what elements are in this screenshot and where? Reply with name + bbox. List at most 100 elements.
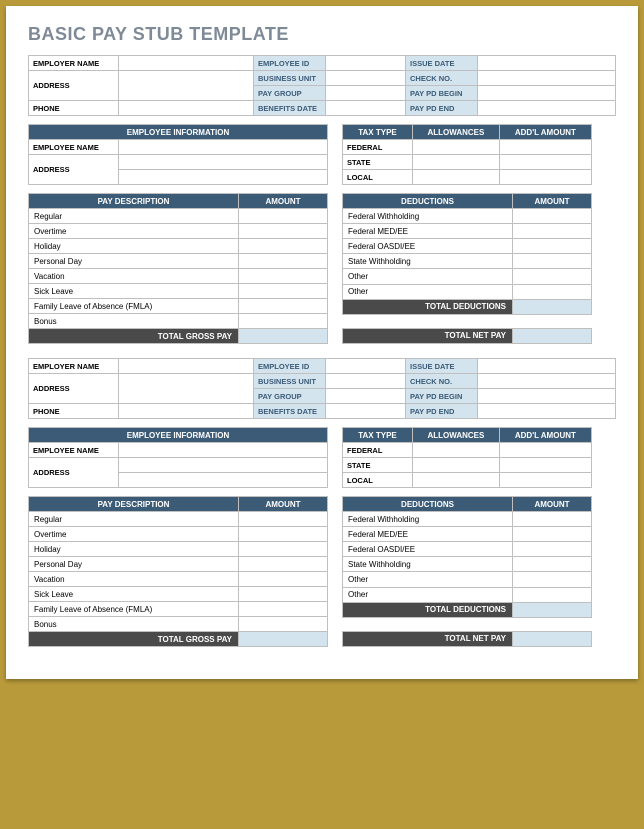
paygroup-value [326,389,406,404]
ded-row: Other [343,587,513,602]
ded-row: Other [343,269,513,284]
benefits-date-label: BENEFITS DATE [254,101,326,116]
ded-row: State Withholding [343,254,513,269]
tax-type-header: TAX TYPE [343,428,413,443]
pay-val [239,284,328,299]
paypd-end-label: PAY PD END [406,101,478,116]
paygroup-label: PAY GROUP [254,389,326,404]
emp-address-value-2 [119,473,328,488]
benefits-date-value [326,101,406,116]
ded-row: Federal MED/EE [343,224,513,239]
employer-name-value [119,359,254,374]
pay-description-table: PAY DESCRIPTION AMOUNT Regular Overtime … [28,193,328,344]
employee-id-label: EMPLOYEE ID [254,56,326,71]
pay-val [239,209,328,224]
tax-federal-addl [499,140,591,155]
pay-row: Holiday [29,542,239,557]
paypd-begin-label: PAY PD BEGIN [406,389,478,404]
deductions-header: DEDUCTIONS [343,194,513,209]
ded-val [513,224,592,239]
pay-row: Holiday [29,239,239,254]
emp-address-value-2 [119,170,328,185]
deductions-amount-header: AMOUNT [513,497,592,512]
pay-description-table-2: PAY DESCRIPTION AMOUNT Regular Overtime … [28,496,328,647]
pay-row: Personal Day [29,557,239,572]
business-unit-value [326,71,406,86]
paypd-begin-value [478,389,616,404]
deductions-header: DEDUCTIONS [343,497,513,512]
pay-row: Family Leave of Absence (FMLA) [29,602,239,617]
issue-date-label: ISSUE DATE [406,56,478,71]
tax-state-addl [499,155,591,170]
ded-row: Federal OASDI/EE [343,542,513,557]
issue-date-label: ISSUE DATE [406,359,478,374]
pay-val [239,269,328,284]
total-gross-label: TOTAL GROSS PAY [29,632,239,647]
deductions-table-2: DEDUCTIONS AMOUNT Federal Withholding Fe… [342,496,592,647]
phone-label: PHONE [29,101,119,116]
allowances-header: ALLOWANCES [413,125,500,140]
employer-name-value [119,56,254,71]
check-no-value [478,374,616,389]
phone-label: PHONE [29,404,119,419]
total-net-label: TOTAL NET PAY [343,328,513,343]
paydesc-header: PAY DESCRIPTION [29,194,239,209]
ded-val [513,239,592,254]
emp-info-header: EMPLOYEE INFORMATION [29,428,328,443]
ded-row: Federal Withholding [343,512,513,527]
address-value [119,374,254,404]
pay-row: Family Leave of Absence (FMLA) [29,299,239,314]
ded-row: Federal OASDI/EE [343,239,513,254]
addl-amount-header: ADD'L AMOUNT [499,125,591,140]
page-title: BASIC PAY STUB TEMPLATE [28,24,616,45]
pay-val [239,224,328,239]
employee-info-table: EMPLOYEE INFORMATION EMPLOYEE NAME ADDRE… [28,124,328,185]
ded-val [513,254,592,269]
emp-name-value [119,443,328,458]
check-no-label: CHECK NO. [406,71,478,86]
employee-info-table-2: EMPLOYEE INFORMATION EMPLOYEE NAME ADDRE… [28,427,328,488]
tax-state-label: STATE [343,458,413,473]
emp-name-value [119,140,328,155]
emp-address-value-1 [119,155,328,170]
pay-row: Overtime [29,527,239,542]
ded-row: Federal MED/EE [343,527,513,542]
paypd-end-label: PAY PD END [406,404,478,419]
pay-row: Overtime [29,224,239,239]
deductions-amount-header: AMOUNT [513,194,592,209]
emp-name-label: EMPLOYEE NAME [29,443,119,458]
phone-value [119,404,254,419]
pay-row: Sick Leave [29,284,239,299]
emp-address-value-1 [119,458,328,473]
tax-federal-allow [413,140,500,155]
pay-val [239,299,328,314]
tax-federal-label: FEDERAL [343,140,413,155]
ded-val [513,284,592,299]
employee-id-value [326,56,406,71]
phone-value [119,101,254,116]
total-deductions-label: TOTAL DEDUCTIONS [343,602,513,617]
tax-federal-label: FEDERAL [343,443,413,458]
address-value [119,71,254,101]
stub-1: EMPLOYER NAME EMPLOYEE ID ISSUE DATE ADD… [28,55,616,344]
ded-val [513,209,592,224]
ded-val [513,269,592,284]
total-gross-value [239,632,328,647]
paypd-begin-label: PAY PD BEGIN [406,86,478,101]
pay-row: Vacation [29,572,239,587]
employer-meta-table: EMPLOYER NAME EMPLOYEE ID ISSUE DATE ADD… [28,55,616,116]
benefits-date-label: BENEFITS DATE [254,404,326,419]
employee-id-value [326,359,406,374]
emp-address-label: ADDRESS [29,155,119,185]
deductions-table: DEDUCTIONS AMOUNT Federal Withholding Fe… [342,193,592,344]
paydesc-header: PAY DESCRIPTION [29,497,239,512]
total-deductions-value [513,602,592,617]
tax-state-allow [413,155,500,170]
total-deductions-label: TOTAL DEDUCTIONS [343,299,513,314]
paypd-end-value [478,404,616,419]
total-gross-value [239,329,328,344]
check-no-label: CHECK NO. [406,374,478,389]
tax-local-label: LOCAL [343,473,413,488]
pay-val [239,254,328,269]
business-unit-label: BUSINESS UNIT [254,374,326,389]
